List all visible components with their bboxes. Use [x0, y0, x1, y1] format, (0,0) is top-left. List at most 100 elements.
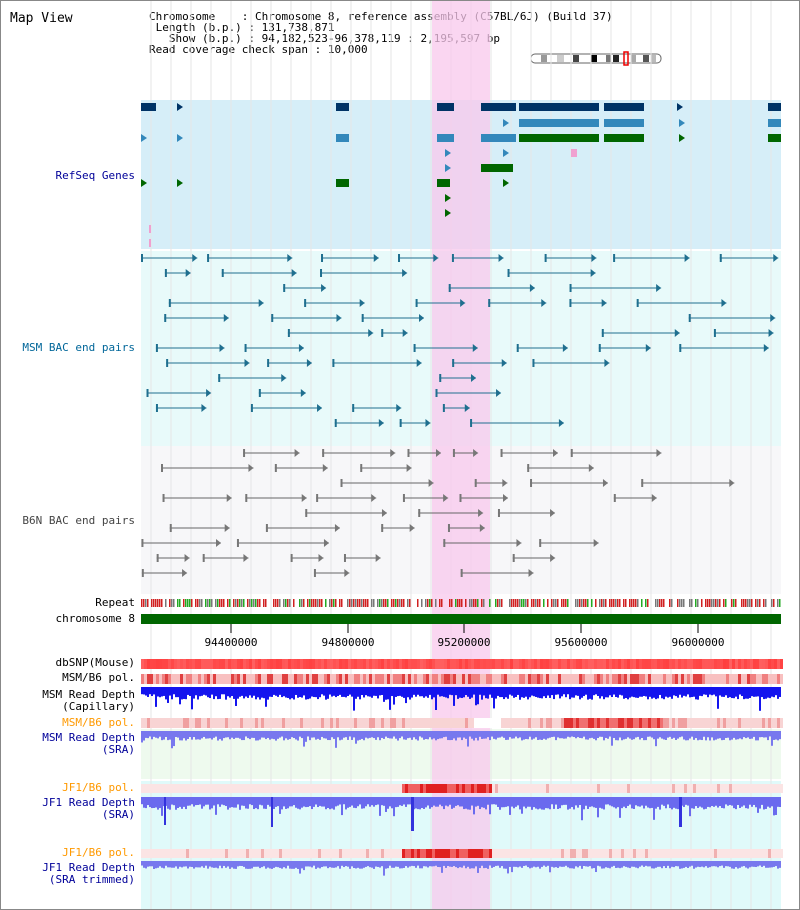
depth-bar: [559, 797, 561, 809]
depth-bar: [687, 861, 689, 868]
depth-bar: [623, 731, 625, 740]
depth-bar: [395, 861, 397, 867]
heat-cell: [264, 849, 267, 858]
chromosome-bar[interactable]: [141, 614, 781, 624]
depth-bar: [675, 797, 677, 809]
heat-cell: [369, 659, 372, 669]
heat-cell: [462, 659, 465, 669]
bac-end-marker: [381, 524, 384, 532]
heat-cell: [279, 674, 282, 684]
depth-bar: [493, 797, 495, 805]
depth-bar: [723, 731, 725, 740]
heat-cell: [573, 784, 576, 793]
depth-bar: [311, 861, 313, 868]
depth-bar: [283, 687, 285, 697]
b6n-bac-end-pairs-label[interactable]: B6N BAC end pairs: [22, 514, 135, 527]
heat-cell: [582, 849, 585, 858]
gene-feature: [481, 164, 513, 172]
heat-cell: [399, 674, 402, 684]
bac-end-arrow-icon: [336, 314, 342, 322]
heat-cell: [225, 849, 228, 858]
repeat-label: Repeat: [95, 596, 135, 609]
heat-cell: [561, 718, 564, 728]
depth-bar: [353, 687, 355, 711]
depth-bar: [353, 861, 355, 869]
heat-cell: [615, 718, 618, 728]
depth-bar: [513, 687, 515, 698]
depth-bar: [391, 861, 393, 868]
depth-bar: [755, 687, 757, 697]
heat-cell: [687, 659, 690, 669]
depth-bar: [347, 797, 349, 808]
depth-bar: [755, 861, 757, 868]
depth-bar: [633, 861, 635, 867]
repeat-element: [561, 599, 563, 607]
repeat-element: [253, 599, 255, 607]
bac-end-arrow-icon: [674, 329, 680, 337]
depth-bar: [211, 687, 213, 695]
depth-bar: [355, 731, 357, 744]
heat-cell: [210, 718, 213, 728]
refseq-genes-label[interactable]: RefSeq Genes: [55, 169, 135, 182]
repeat-element: [273, 599, 275, 607]
heat-cell: [624, 718, 627, 728]
depth-bar: [735, 797, 737, 810]
read-depth-tracks[interactable]: [141, 687, 781, 876]
depth-bar: [261, 797, 263, 806]
msm-bac-end-pairs-label[interactable]: MSM BAC end pairs: [22, 341, 135, 354]
heat-cell: [591, 659, 594, 669]
depth-bar: [219, 797, 221, 807]
depth-bar: [327, 687, 329, 699]
heat-cell: [510, 659, 513, 669]
heat-cell: [153, 784, 156, 793]
heat-cell: [333, 674, 336, 684]
heat-cell: [774, 659, 777, 669]
heat-cell: [399, 659, 402, 669]
heat-cell: [753, 784, 756, 793]
heat-cell: [276, 784, 279, 793]
depth-bar: [307, 797, 309, 807]
bac-end-arrow-icon: [416, 359, 422, 367]
msm-bac-end-pairs-track[interactable]: [141, 254, 779, 427]
heat-cell: [357, 659, 360, 669]
depth-bar: [485, 687, 487, 699]
depth-bar: [621, 861, 623, 868]
bac-end-arrow-icon: [541, 299, 547, 307]
depth-bar: [509, 861, 511, 867]
depth-bar: [265, 731, 267, 740]
depth-bar: [453, 687, 455, 706]
depth-bar: [235, 731, 237, 738]
repeat-element: [547, 599, 549, 607]
chromosome-ideogram[interactable]: [530, 51, 662, 66]
depth-bar: [185, 797, 187, 810]
depth-bar: [195, 687, 197, 696]
repeat-element: [771, 599, 773, 607]
repeat-track[interactable]: [141, 599, 781, 607]
heat-cell: [627, 849, 630, 858]
depth-bar: [763, 797, 765, 810]
heatmap-tracks[interactable]: [141, 659, 783, 858]
depth-bar: [445, 797, 447, 806]
depth-bar: [191, 687, 193, 710]
heat-cell: [621, 674, 624, 684]
repeat-element: [169, 599, 171, 607]
refseq-genes-track[interactable]: [141, 103, 781, 247]
heat-cell: [741, 849, 744, 858]
heat-cell: [756, 659, 759, 669]
heat-cell: [321, 784, 324, 793]
b6n-bac-end-pairs-track[interactable]: [141, 449, 735, 577]
heat-cell: [612, 659, 615, 669]
depth-bar: [275, 731, 277, 741]
heat-cell: [657, 659, 660, 669]
depth-bar: [583, 731, 585, 737]
heat-cell: [699, 718, 702, 728]
repeat-element: [575, 599, 577, 607]
repeat-element: [565, 599, 567, 607]
heat-cell: [243, 784, 246, 793]
heat-cell: [195, 784, 198, 793]
heat-cell: [204, 659, 207, 669]
depth-bar: [235, 861, 237, 869]
bac-end-arrow-icon: [182, 569, 188, 577]
bac-end-marker: [488, 299, 491, 307]
